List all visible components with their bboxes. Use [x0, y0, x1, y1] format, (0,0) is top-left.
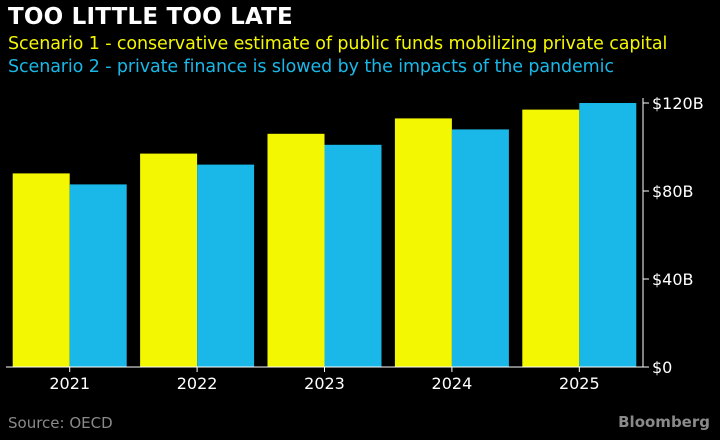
x-tick-label-2023: 2023 [304, 374, 345, 393]
y-tick-label-40: $40B [652, 270, 694, 289]
x-tick-label-2025: 2025 [559, 374, 600, 393]
bar-2025-series-1 [522, 109, 580, 367]
bar-2023-series-1 [267, 133, 325, 367]
bar-2023-series-2 [324, 144, 382, 367]
bar-2024-series-2 [451, 129, 509, 367]
bar-2024-series-1 [394, 118, 452, 368]
bar-2022-series-1 [140, 153, 198, 367]
brand-logo: Bloomberg [618, 413, 710, 431]
y-tick-label-80: $80B [652, 182, 694, 201]
legend-scenario-1: Scenario 1 - conservative estimate of pu… [8, 34, 668, 54]
x-tick-label-2022: 2022 [177, 374, 218, 393]
bar-2025-series-2 [579, 103, 637, 367]
y-tick-label-0: $0 [652, 358, 672, 377]
source-note: Source: OECD [8, 414, 113, 432]
bar-2022-series-2 [197, 164, 255, 367]
x-tick-label-2021: 2021 [49, 374, 90, 393]
chart-title: TOO LITTLE TOO LATE [8, 4, 293, 30]
y-tick-label-120: $120B [652, 94, 704, 113]
bar-2021-series-2 [69, 184, 127, 367]
legend-scenario-2: Scenario 2 - private finance is slowed b… [8, 57, 614, 77]
x-tick-label-2024: 2024 [432, 374, 473, 393]
bar-2021-series-1 [12, 173, 70, 367]
